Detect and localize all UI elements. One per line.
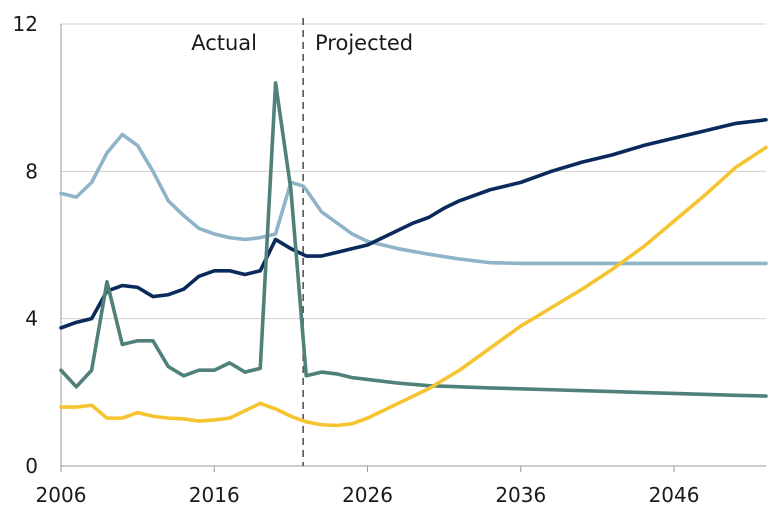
y-tick-label-0: 0 bbox=[25, 454, 38, 478]
axes bbox=[60, 24, 766, 472]
x-tick-label-2036: 2036 bbox=[495, 483, 546, 507]
series-lines bbox=[59, 81, 768, 428]
y-tick-label-12: 12 bbox=[13, 12, 38, 36]
tick-labels: 0 4 8 12 2006 2016 2026 2036 2046 bbox=[13, 12, 700, 507]
series-line-teal bbox=[59, 81, 768, 398]
series-line-yellow bbox=[59, 145, 768, 428]
x-tick-label-2026: 2026 bbox=[342, 483, 393, 507]
series-line-light-blue bbox=[59, 132, 768, 266]
gridlines bbox=[61, 23, 766, 320]
y-tick-label-8: 8 bbox=[25, 159, 38, 183]
x-tick-label-2016: 2016 bbox=[189, 483, 240, 507]
x-tick-label-2006: 2006 bbox=[36, 483, 87, 507]
annotation-actual: Actual bbox=[191, 31, 257, 55]
y-tick-label-4: 4 bbox=[25, 307, 38, 331]
annotation-projected: Projected bbox=[315, 31, 413, 55]
series-line-dark-blue bbox=[59, 117, 768, 330]
x-tick-label-2046: 2046 bbox=[649, 483, 700, 507]
